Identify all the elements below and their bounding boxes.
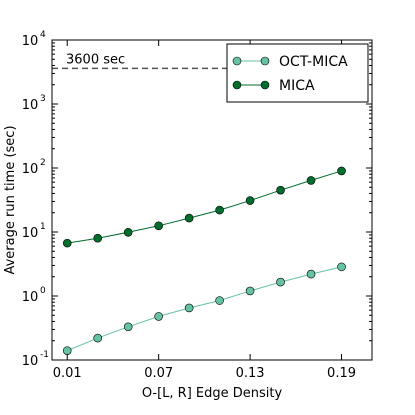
data-point bbox=[184, 303, 194, 313]
y-tick-exponent: 1 bbox=[40, 222, 46, 232]
y-axis-label: Average run time (sec) bbox=[3, 125, 18, 274]
data-point bbox=[62, 238, 72, 248]
legend: OCT-MICA MICA bbox=[226, 43, 369, 103]
data-point bbox=[276, 185, 285, 195]
y-tick-exponent: 3 bbox=[40, 94, 46, 104]
data-point bbox=[306, 269, 316, 279]
x-tick-label: 0.19 bbox=[327, 366, 356, 381]
x-tick-label: 0.01 bbox=[53, 366, 82, 381]
x-axis-label: O-[L, R] Edge Density bbox=[142, 386, 283, 401]
data-point bbox=[184, 213, 194, 223]
data-point bbox=[337, 166, 346, 176]
plot-frame bbox=[51, 39, 373, 361]
data-point bbox=[215, 205, 224, 215]
data-point bbox=[154, 312, 163, 321]
y-tick-base: 10 bbox=[22, 34, 39, 49]
x-tick-label: 0.13 bbox=[236, 366, 265, 381]
y-tick-label: 10 4 bbox=[22, 30, 46, 49]
y-tick-label: 10 -1 bbox=[22, 350, 49, 369]
reference-line-label: 3600 sec bbox=[66, 52, 125, 67]
legend-label: MICA bbox=[279, 78, 315, 94]
legend-box bbox=[226, 43, 369, 103]
data-point bbox=[245, 286, 255, 296]
data-point bbox=[123, 227, 133, 237]
y-tick-exponent: -1 bbox=[40, 350, 49, 360]
data-point bbox=[215, 296, 224, 305]
y-tick-base: 10 bbox=[22, 290, 39, 305]
reference-layer: 3600 sec bbox=[52, 52, 372, 70]
y-tick-base: 10 bbox=[22, 354, 39, 369]
data-point bbox=[123, 322, 133, 332]
y-tick-label: 10 3 bbox=[22, 94, 46, 113]
data-point bbox=[306, 176, 316, 185]
legend-label: OCT-MICA bbox=[279, 54, 348, 70]
series-line bbox=[67, 266, 342, 352]
y-tick-base: 10 bbox=[22, 162, 39, 177]
x-tick-label: 0.07 bbox=[144, 366, 173, 381]
series-layer bbox=[62, 166, 346, 355]
data-point bbox=[93, 233, 103, 243]
y-tick-label: 10 1 bbox=[22, 222, 46, 241]
y-tick-exponent: 2 bbox=[40, 158, 46, 168]
y-tick-label: 10 2 bbox=[22, 158, 46, 177]
data-point bbox=[276, 277, 285, 287]
y-tick-base: 10 bbox=[22, 226, 39, 241]
data-point bbox=[337, 262, 346, 272]
legend-marker bbox=[260, 56, 270, 66]
y-tick-exponent: 4 bbox=[40, 30, 46, 40]
data-point bbox=[245, 196, 255, 205]
y-tick-base: 10 bbox=[22, 98, 39, 113]
legend-marker bbox=[232, 56, 242, 66]
series-line bbox=[67, 170, 342, 244]
data-point bbox=[154, 221, 163, 231]
y-tick-exponent: 0 bbox=[40, 286, 46, 296]
legend-marker bbox=[232, 80, 242, 90]
y-tick-label: 10 0 bbox=[22, 286, 46, 305]
legend-marker bbox=[260, 80, 270, 90]
data-point bbox=[93, 333, 103, 343]
data-point bbox=[62, 346, 72, 355]
